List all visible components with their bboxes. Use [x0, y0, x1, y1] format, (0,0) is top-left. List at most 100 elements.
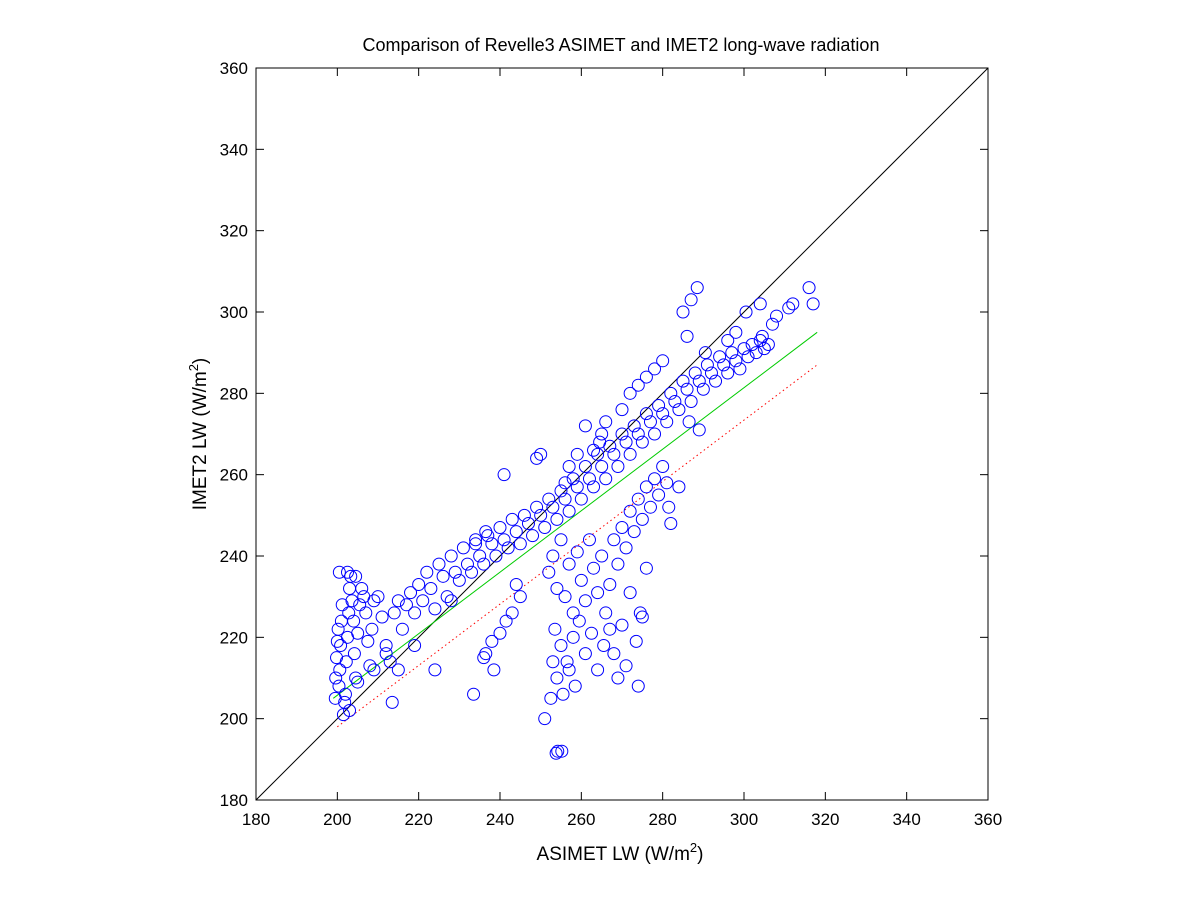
data-point [572, 614, 586, 628]
data-point [696, 382, 710, 396]
data-point [385, 695, 399, 709]
data-point [546, 655, 560, 669]
data-point [643, 415, 657, 429]
data-point [534, 447, 548, 461]
data-point [745, 338, 759, 352]
data-point [568, 679, 582, 693]
data-point [391, 663, 405, 677]
data-point [599, 415, 613, 429]
data-point [365, 622, 379, 636]
data-point [546, 500, 560, 514]
x-axis-label-main: ASIMET LW (W/m [537, 844, 690, 865]
data-point [627, 525, 641, 539]
data-point [469, 537, 483, 551]
data-point [690, 281, 704, 295]
data-point [501, 541, 515, 555]
y-tick-label: 340 [220, 140, 248, 159]
data-point [347, 614, 361, 628]
data-point [652, 488, 666, 502]
data-point [333, 663, 347, 677]
data-point [544, 691, 558, 705]
data-point [629, 634, 643, 648]
y-axis-label-main: IMET2 LW (W/m [190, 371, 211, 510]
data-point [733, 362, 747, 376]
data-point [493, 521, 507, 535]
data-point [615, 521, 629, 535]
data-point [359, 606, 373, 620]
data-point [578, 594, 592, 608]
data-point [786, 297, 800, 311]
data-point [371, 590, 385, 604]
x-tick-label: 320 [811, 810, 839, 829]
data-point [341, 565, 354, 579]
data-point [662, 500, 676, 514]
data-point [676, 305, 690, 319]
x-tick-label: 200 [323, 810, 351, 829]
x-axis-label-close: ) [697, 844, 703, 865]
data-point [627, 419, 641, 433]
data-point [473, 549, 487, 563]
data-point [530, 500, 544, 514]
data-point [680, 329, 694, 343]
data-point [623, 447, 637, 461]
data-point [656, 354, 670, 368]
data-point [428, 602, 442, 616]
data-point [387, 606, 401, 620]
data-point [615, 427, 629, 441]
data-point [526, 529, 540, 543]
data-point [347, 647, 361, 661]
data-point [465, 565, 479, 579]
data-points [328, 281, 820, 760]
data-point [635, 512, 649, 526]
data-point [375, 610, 389, 624]
data-point [550, 582, 564, 596]
data-point [729, 325, 743, 339]
x-tick-label: 180 [242, 810, 270, 829]
data-point [770, 309, 784, 323]
x-axis-label: ASIMET LW (W/m2) [537, 840, 704, 865]
data-point [603, 577, 617, 591]
data-point [656, 460, 670, 474]
data-point [558, 590, 572, 604]
data-point [619, 659, 633, 673]
data-point [344, 569, 358, 583]
data-point [549, 746, 563, 760]
data-point [599, 472, 613, 486]
data-point [329, 671, 343, 685]
data-point [562, 557, 576, 571]
data-point [391, 594, 405, 608]
data-point [692, 374, 706, 388]
y-tick-label: 180 [220, 791, 248, 810]
data-point [566, 472, 580, 486]
data-point [664, 386, 678, 400]
data-point [619, 541, 633, 555]
data-point [704, 366, 718, 380]
data-point [342, 606, 356, 620]
data-point [558, 476, 572, 490]
data-point [339, 655, 353, 669]
data-point [349, 569, 363, 583]
data-point [582, 472, 596, 486]
data-point [479, 525, 493, 539]
data-point [570, 545, 584, 559]
data-point [367, 663, 381, 677]
data-point [542, 565, 556, 579]
data-point [591, 447, 605, 461]
data-point [546, 549, 560, 563]
data-point [692, 423, 706, 437]
data-point [505, 606, 519, 620]
y-axis-ticks: 180 200 220 240 260 280 300 320 340 360 [220, 59, 988, 810]
data-point [709, 374, 723, 388]
data-point [570, 480, 584, 494]
data-point [806, 297, 820, 311]
data-point [802, 281, 816, 295]
y-axis-label: IMET2 LW (W/m2) [186, 358, 211, 511]
data-point [639, 407, 653, 421]
data-point [741, 350, 755, 364]
data-point [566, 630, 580, 644]
data-point [587, 561, 601, 575]
data-point [635, 435, 649, 449]
data-point [635, 610, 649, 624]
data-point [765, 317, 779, 331]
data-point [477, 557, 491, 571]
